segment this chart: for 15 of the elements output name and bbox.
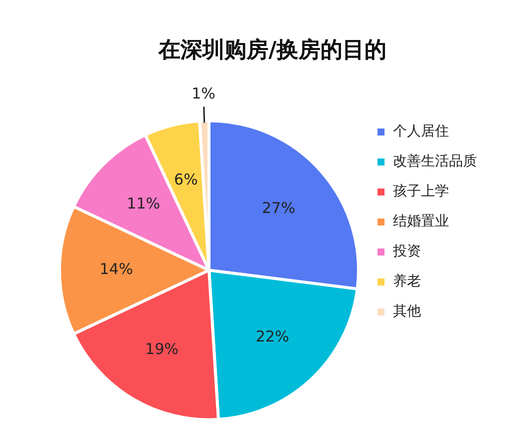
data-label: 27% [262,198,296,217]
data-label: 22% [256,328,290,346]
data-label: 14% [100,260,133,278]
chart-title: 在深圳购房/换房的目的 [157,36,387,63]
data-label: 19% [145,340,178,358]
data-label: 11% [126,194,160,213]
legend-label: 养老 [393,274,421,290]
legend-label: 其他 [393,304,421,320]
data-label: 1% [192,84,216,103]
legend-label: 结婚置业 [393,214,449,230]
legend-label: 个人居住 [393,124,449,140]
legend-label: 孩子上学 [393,184,449,200]
legend-label: 投资 [392,244,421,260]
data-label: 6% [174,170,198,188]
legend-label: 改善生活品质 [393,152,477,170]
